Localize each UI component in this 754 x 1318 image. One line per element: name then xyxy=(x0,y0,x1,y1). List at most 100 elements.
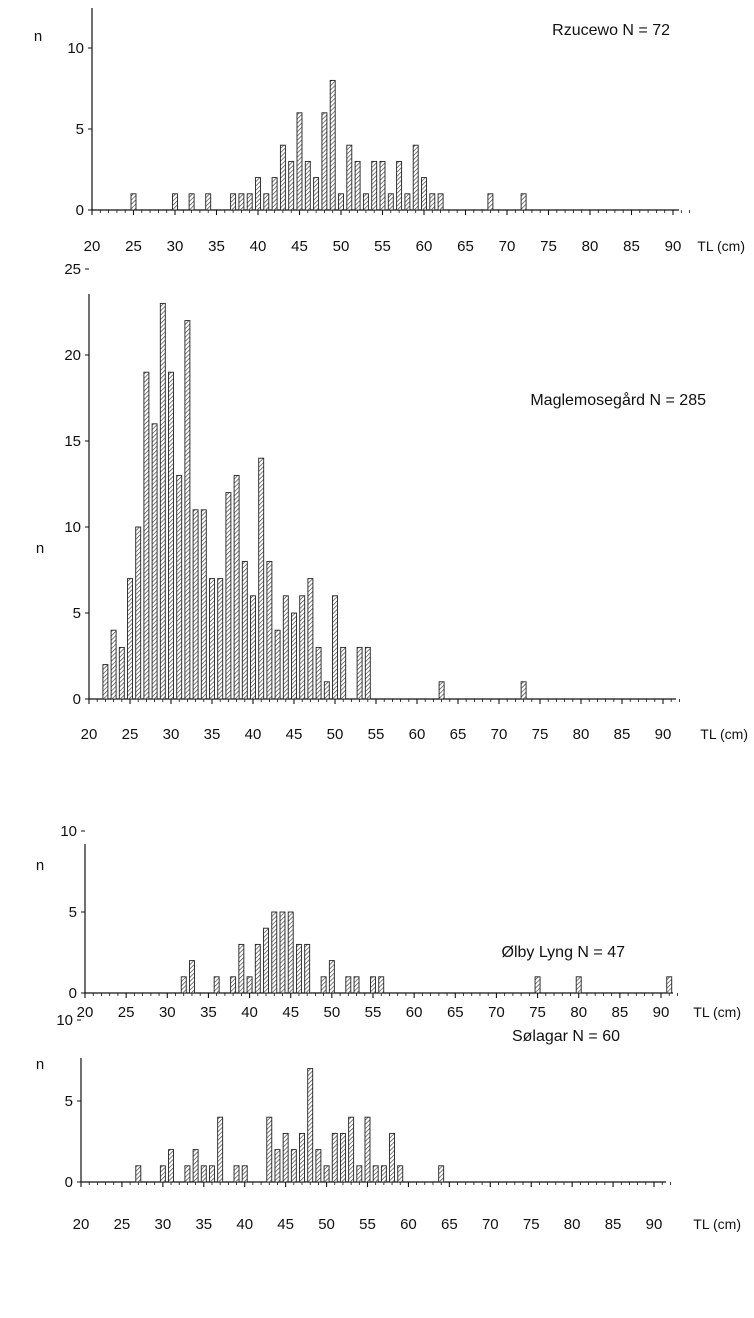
histogram-bar xyxy=(200,509,207,700)
histogram-bar xyxy=(213,976,220,994)
histogram-bar xyxy=(338,193,344,211)
histogram-bar xyxy=(241,1165,248,1183)
histogram-bar xyxy=(396,160,403,211)
histogram-bar xyxy=(370,976,376,994)
x-tick-label: 50 xyxy=(318,1216,335,1233)
y-tick-label: 0 xyxy=(73,691,81,708)
histogram-bar xyxy=(217,578,224,700)
histogram-bar xyxy=(110,629,117,700)
x-tick-label: 55 xyxy=(374,238,391,255)
x-tick-label: 55 xyxy=(365,1004,382,1021)
histogram-bar xyxy=(575,976,582,994)
histogram-bar xyxy=(184,1165,191,1183)
x-tick-label: 85 xyxy=(612,1004,629,1021)
x-tick-label: 45 xyxy=(291,238,308,255)
x-tick-label: 60 xyxy=(400,1216,417,1233)
histogram-bar xyxy=(159,1165,166,1183)
x-tick-label: 50 xyxy=(327,726,344,743)
x-tick-label: 40 xyxy=(236,1216,253,1233)
x-tick-label: 75 xyxy=(540,238,557,255)
histogram-bar xyxy=(176,474,183,700)
y-tick-label: 25 xyxy=(64,261,81,278)
y-tick-label: 5 xyxy=(73,605,81,622)
histogram-bar xyxy=(274,1149,281,1183)
x-axis-label: TL (cm) xyxy=(697,238,745,254)
histogram-bar xyxy=(266,560,273,700)
x-tick-label: 30 xyxy=(159,1004,176,1021)
histogram-bar xyxy=(364,1116,371,1183)
x-tick-label: 65 xyxy=(450,726,467,743)
histogram-bar xyxy=(397,1165,404,1183)
histogram-bar xyxy=(188,193,195,211)
histogram-bar xyxy=(184,320,191,700)
histogram-bar xyxy=(233,474,240,700)
histogram-bar xyxy=(205,193,212,211)
histogram-bar xyxy=(168,371,174,700)
histogram-bar xyxy=(246,976,253,994)
x-tick-label: 90 xyxy=(655,726,672,743)
histogram-bar xyxy=(192,509,199,700)
histogram-bar xyxy=(296,112,303,211)
y-axis-label: n xyxy=(36,857,44,874)
histogram-bar xyxy=(320,976,327,994)
histogram-bar xyxy=(345,976,352,994)
histogram-bar xyxy=(230,193,237,211)
histogram-bar xyxy=(143,371,150,700)
y-tick-label: 10 xyxy=(56,1012,73,1029)
histogram-bar xyxy=(291,612,297,700)
histogram-bar xyxy=(356,1165,363,1183)
histogram-bar xyxy=(404,193,411,211)
x-tick-label: 25 xyxy=(118,1004,135,1021)
x-tick-label: 55 xyxy=(368,726,385,743)
x-tick-label: 20 xyxy=(77,1004,94,1021)
histogram-bar xyxy=(520,681,527,700)
x-tick-label: 40 xyxy=(241,1004,258,1021)
chart-panel-3: 0 5 10 20 25 30 35 40 45 50 55 60 65 70 75 80 85 90 n TL (c… xyxy=(36,823,741,1021)
histogram-bar xyxy=(429,193,436,211)
x-tick-label: 85 xyxy=(605,1216,622,1233)
histogram-bar xyxy=(250,595,256,700)
histogram-bar xyxy=(135,526,142,700)
histogram-bar xyxy=(520,193,527,211)
x-axis-label: TL (cm) xyxy=(693,1216,741,1232)
panel-title: Ølby Lyng N = 47 xyxy=(502,944,626,961)
x-tick-label: 40 xyxy=(250,238,267,255)
x-tick-label: 80 xyxy=(570,1004,587,1021)
histogram-bar xyxy=(339,1132,346,1183)
histogram-bar xyxy=(346,144,353,211)
histogram-bar xyxy=(299,595,306,700)
chart-panel-1: 0 5 10 20 25 30 35 40 45 50 55 60 65 70 75 80 85 90 n TL (c… xyxy=(34,8,745,255)
x-tick-label: 25 xyxy=(122,726,139,743)
histogram-bar xyxy=(315,646,322,700)
x-tick-label: 25 xyxy=(114,1216,131,1233)
histogram-bar xyxy=(378,976,385,994)
histogram-bar xyxy=(304,160,311,211)
histogram-bar xyxy=(304,943,311,994)
x-tick-label: 75 xyxy=(523,1216,540,1233)
histogram-bar xyxy=(315,1149,322,1183)
x-tick-label: 35 xyxy=(200,1004,217,1021)
histogram-bar xyxy=(168,1149,174,1183)
histogram-bar xyxy=(159,302,166,700)
x-tick-label: 30 xyxy=(167,238,184,255)
histogram-bar xyxy=(323,1165,330,1183)
x-tick-label: 70 xyxy=(499,238,516,255)
histogram-bar xyxy=(421,177,427,211)
x-axis-label: TL (cm) xyxy=(693,1004,741,1020)
histogram-bar xyxy=(364,646,371,700)
histogram-bar xyxy=(313,177,320,211)
histogram-bar xyxy=(180,976,187,994)
x-tick-label: 80 xyxy=(573,726,590,743)
x-axis-label: TL (cm) xyxy=(700,726,748,742)
x-tick-label: 90 xyxy=(646,1216,663,1233)
y-tick-label: 0 xyxy=(65,1174,73,1191)
panel-title: Maglemosegård N = 285 xyxy=(530,391,706,409)
histogram-bar xyxy=(282,1132,289,1183)
histogram-bar xyxy=(274,629,281,700)
y-tick-label: 0 xyxy=(69,985,77,1002)
histogram-bar xyxy=(102,664,109,700)
x-tick-label: 40 xyxy=(245,726,262,743)
histogram-bar xyxy=(295,943,302,994)
histogram-bar xyxy=(328,960,335,994)
